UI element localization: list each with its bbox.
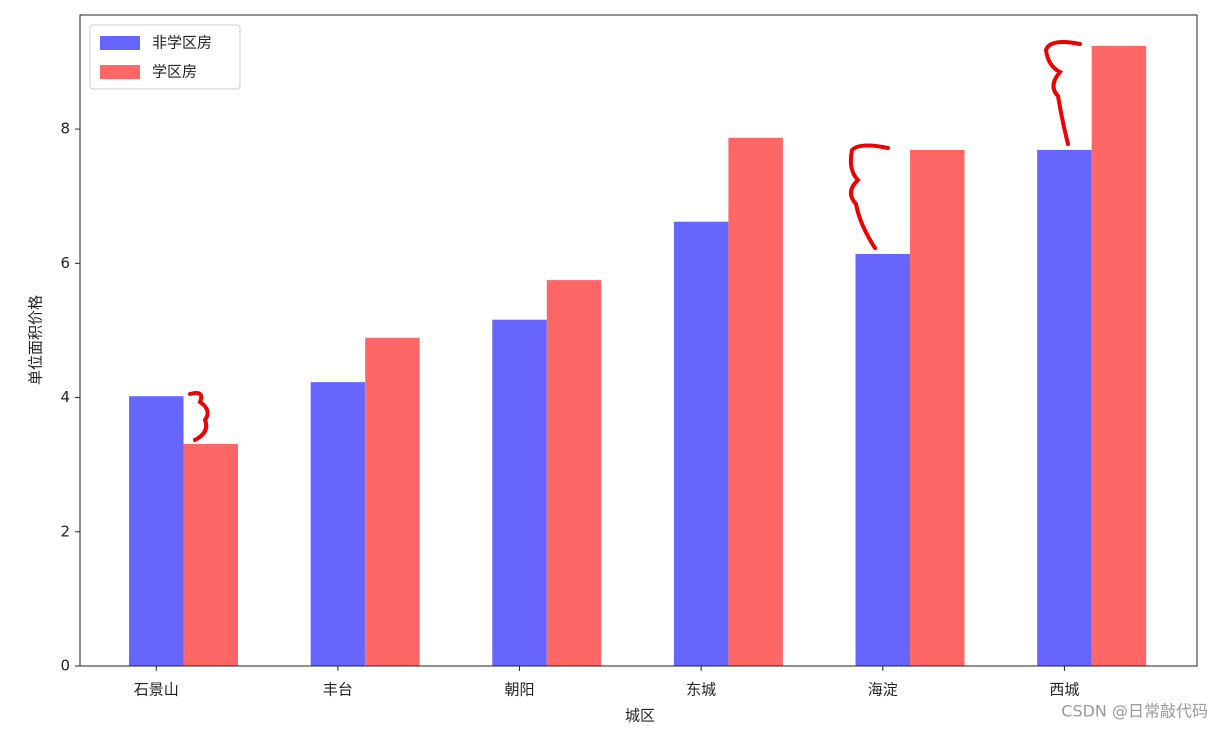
y-tick-label: 0 (60, 657, 70, 675)
x-axis-label: 城区 (625, 707, 655, 725)
hand-annotations (188, 40, 1082, 442)
legend-swatch (100, 65, 140, 79)
bar (855, 253, 911, 666)
bar (129, 396, 184, 666)
plot-frame (79, 14, 1198, 667)
x-tick-label: 海淀 (868, 681, 898, 699)
bar (728, 137, 783, 667)
y-tick-label: 2 (60, 522, 70, 540)
watermark: CSDN @日常敲代码 (1061, 702, 1208, 721)
x-tick-label: 朝阳 (505, 681, 535, 699)
y-tick-label: 6 (60, 254, 70, 272)
bar (310, 382, 366, 666)
bar (1037, 149, 1092, 666)
x-tick-label: 石景山 (134, 681, 179, 699)
x-tick-label: 西城 (1049, 681, 1079, 699)
y-tick-label: 8 (60, 120, 70, 138)
x-tick-label: 东城 (686, 681, 716, 699)
bar (673, 221, 729, 666)
bar (183, 443, 239, 666)
bar (546, 280, 602, 666)
bar (365, 337, 420, 666)
bar (1091, 45, 1147, 666)
scribble (188, 391, 210, 442)
legend-label: 非学区房 (152, 34, 212, 52)
legend-swatch (100, 36, 140, 50)
scribble (1043, 40, 1082, 146)
x-tick-label: 丰台 (323, 681, 353, 699)
y-tick-label: 4 (60, 388, 70, 406)
y-axis-label: 单位面积价格 (27, 295, 45, 385)
scribble (848, 143, 890, 250)
legend-label: 学区房 (152, 63, 197, 81)
bar (910, 149, 965, 666)
bar (492, 319, 547, 666)
